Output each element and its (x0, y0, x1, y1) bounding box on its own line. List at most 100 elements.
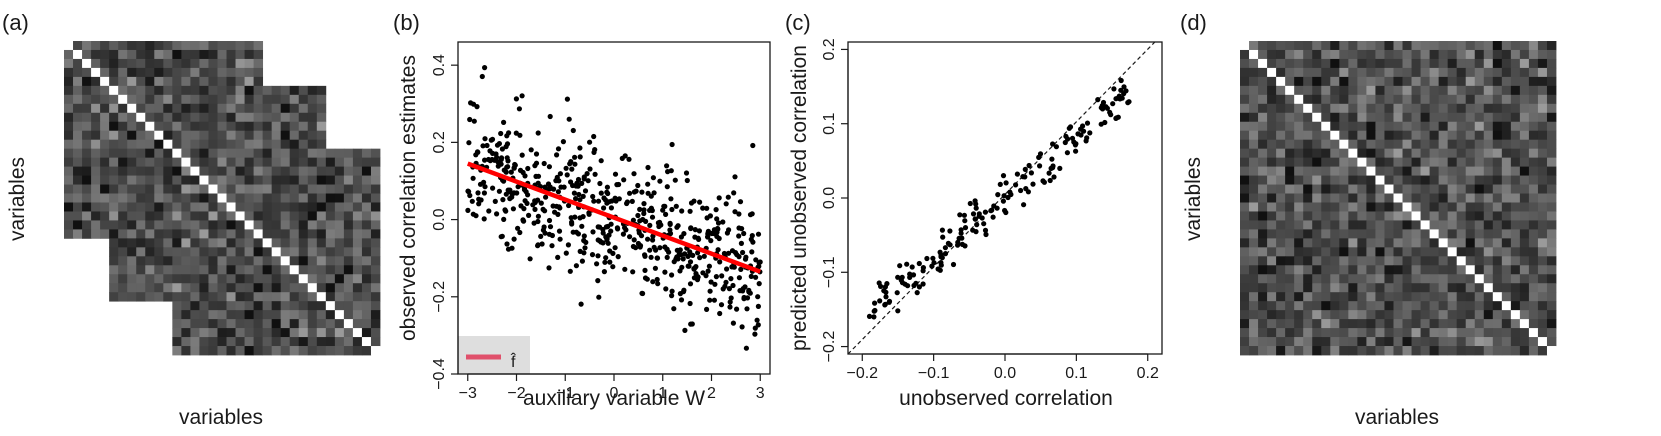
heatmap-cell (1330, 49, 1340, 60)
heatmap-cell (289, 184, 300, 194)
heatmap-cell (1501, 157, 1512, 167)
heatmap-cell (1492, 256, 1503, 266)
plot-b-ylabel: observed correlation estimates (397, 55, 420, 341)
scatter-point (514, 190, 520, 196)
heatmap-cell (1420, 58, 1430, 69)
heatmap-cell (1537, 121, 1548, 132)
heatmap-cell (1285, 337, 1295, 347)
scatter-point (651, 244, 657, 250)
heatmap-cell (1249, 67, 1259, 78)
heatmap-cell (163, 103, 173, 114)
heatmap-cell (1510, 256, 1521, 266)
heatmap-cell (289, 211, 300, 221)
scatter-point (556, 228, 563, 234)
heatmap-cell (118, 76, 128, 87)
heatmap-cell (163, 247, 173, 257)
heatmap-cell (1258, 67, 1268, 78)
heatmap-cell (100, 220, 110, 230)
heatmap-cell (199, 310, 209, 320)
heatmap-cell (64, 58, 74, 69)
heatmap-cell (334, 265, 345, 275)
heatmap-cell (244, 337, 254, 347)
heatmap-cell (307, 211, 318, 221)
heatmap-diagonal-cell (1294, 94, 1304, 105)
scatter-point (603, 255, 609, 261)
heatmap-cell (1312, 202, 1322, 212)
heatmap-cell (1447, 94, 1458, 105)
heatmap-cell (1420, 139, 1430, 150)
heatmap-cell (1456, 265, 1467, 275)
heatmap-cell (1384, 202, 1394, 212)
heatmap-cell (1438, 76, 1449, 87)
heatmap-cell (244, 193, 254, 203)
heatmap-cell (217, 85, 227, 96)
heatmap-cell (172, 283, 182, 293)
heatmap-cell (1402, 130, 1412, 141)
scatter-point (707, 288, 713, 294)
heatmap-cell (1276, 166, 1286, 176)
heatmap-cell (1438, 247, 1449, 257)
heatmap-cell (370, 175, 381, 185)
scatter-point (983, 231, 989, 238)
heatmap-cell (163, 41, 173, 51)
heatmap-cell (1528, 139, 1539, 150)
heatmap-cell (1249, 184, 1259, 194)
heatmap-cell (1519, 103, 1530, 114)
heatmap-cell (217, 274, 227, 284)
scatter-point (962, 218, 968, 224)
heatmap-cell (109, 76, 119, 87)
heatmap-cell (1465, 337, 1476, 347)
heatmap-cell (1375, 202, 1385, 212)
heatmap-cell (361, 274, 372, 284)
heatmap-cell (1294, 175, 1304, 185)
scatter-point (1098, 105, 1104, 111)
scatter-point (570, 127, 576, 134)
heatmap-cell (190, 238, 200, 248)
heatmap-cell (1465, 148, 1476, 159)
scatter-point (608, 228, 614, 234)
heatmap-cell (1384, 283, 1394, 293)
heatmap-cell (1357, 337, 1367, 347)
heatmap-cell (1384, 247, 1394, 257)
heatmap-cell (1258, 319, 1268, 329)
heatmap-cell (1366, 85, 1376, 96)
heatmap-cell (1357, 274, 1367, 284)
scatter-point (671, 306, 677, 312)
heatmap-diagonal-cell (1375, 175, 1385, 185)
heatmap-cell (226, 130, 236, 141)
heatmap-cell (190, 103, 200, 114)
heatmap-cell (370, 193, 381, 203)
heatmap-cell (1420, 202, 1430, 212)
scatter-point (547, 186, 553, 192)
heatmap-cell (298, 211, 309, 221)
heatmap-cell (1240, 130, 1250, 141)
heatmap-cell (1348, 121, 1358, 132)
heatmap-cell (1402, 337, 1412, 347)
heatmap-cell (208, 139, 218, 150)
heatmap-cell (271, 265, 282, 275)
heatmap-diagonal-cell (64, 41, 74, 51)
heatmap-cell (127, 76, 137, 87)
heatmap-cell (1492, 76, 1503, 87)
scatter-point (1051, 174, 1057, 180)
heatmap-cell (1240, 310, 1250, 320)
heatmap-cell (1384, 85, 1394, 96)
scatter-point (546, 217, 553, 224)
scatter-point (684, 177, 690, 184)
heatmap-cell (199, 58, 209, 69)
heatmap-cell (145, 184, 155, 194)
scatter-point (595, 198, 602, 204)
heatmap-cell (208, 148, 218, 159)
heatmap-cell (1465, 202, 1476, 212)
heatmap-cell (136, 220, 146, 230)
scatter-point (669, 288, 675, 294)
heatmap-cell (1357, 265, 1367, 275)
heatmap-cell (1501, 247, 1512, 257)
heatmap-cell (1528, 337, 1539, 347)
heatmap-cell (1294, 229, 1304, 239)
scatter-point (489, 136, 496, 142)
scatter-point (1063, 133, 1069, 139)
heatmap-d (1240, 41, 1557, 356)
scatter-point (566, 116, 572, 122)
heatmap-cell (109, 148, 119, 159)
